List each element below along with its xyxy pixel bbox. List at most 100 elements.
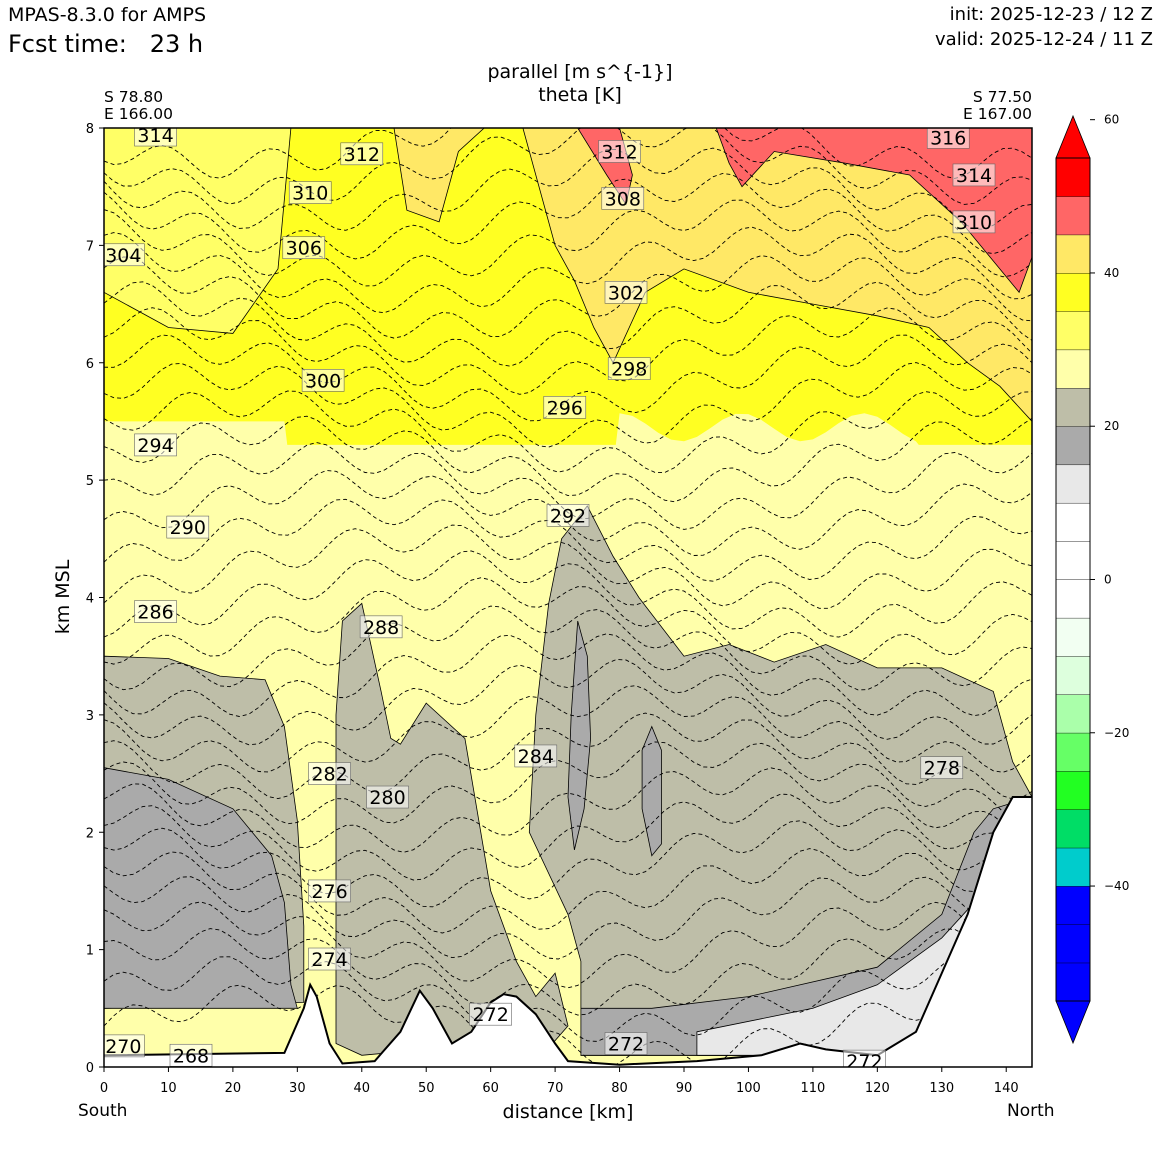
theta-label-text: 306 <box>286 238 322 260</box>
axes: 0 10 20 30 40 50 60 70 80 90 100 110 120 130 140 0 1 2 3 4 5… <box>86 122 1033 1096</box>
theta-label-text: 298 <box>611 359 647 381</box>
y-tick-label-6: 6 <box>86 357 94 372</box>
theta-label-text: 308 <box>605 188 641 210</box>
theta-label-296-6: 296 <box>543 396 587 419</box>
x-axis-label: distance [km] <box>503 1101 634 1123</box>
theta-label-280-14: 280 <box>366 785 409 809</box>
forecast-time: Fcst time: 23 h <box>8 30 203 58</box>
y-tick-label-5: 5 <box>86 474 94 489</box>
theta-label-text: 276 <box>311 881 347 903</box>
y-tick-label-4: 4 <box>86 592 94 607</box>
colorbar-segment-0 <box>1055 962 1091 1002</box>
colorbar-segment-12 <box>1055 502 1091 542</box>
theta-isoline-32 <box>104 128 1032 205</box>
theta-label-text: 284 <box>518 746 554 768</box>
theta-label-312-25: 312 <box>598 140 641 163</box>
valid-time: valid: 2025-12-24 / 11 Z <box>935 29 1153 50</box>
x-tick-label-10: 10 <box>160 1081 177 1096</box>
theta-isoline-26 <box>104 281 1032 367</box>
theta-label-268-22: 268 <box>169 1043 213 1067</box>
theta-isoline-17 <box>104 524 1032 609</box>
theta-label-text: 282 <box>311 764 347 786</box>
right-lon: E 167.00 <box>963 105 1032 123</box>
theta-label-290-9: 290 <box>166 515 210 539</box>
colorbar-segment-14 <box>1055 426 1091 466</box>
fcst-label: Fcst time: <box>8 30 127 58</box>
x-tick-label-90: 90 <box>676 1081 693 1096</box>
theta-label-text: 312 <box>344 144 380 166</box>
theta-label-box <box>166 515 210 539</box>
x-tick-label-80: 80 <box>611 1081 628 1096</box>
colorbar-segment-4 <box>1055 809 1091 849</box>
theta-label-276-16: 276 <box>308 879 351 903</box>
theta-label-306-3: 306 <box>282 236 326 260</box>
colorbar-segment-9 <box>1055 617 1091 657</box>
south-label: South <box>78 1101 128 1121</box>
init-time: init: 2025-12-23 / 12 Z <box>949 4 1153 25</box>
x-tick-label-60: 60 <box>482 1081 499 1096</box>
theta-isoline-29 <box>104 199 1032 287</box>
theta-label-box <box>604 1032 648 1055</box>
theta-label-box <box>134 600 177 623</box>
theta-isoline-22 <box>104 390 1032 473</box>
x-tick-label-50: 50 <box>418 1081 435 1096</box>
colorbar-tick-label-2: 20 <box>1104 419 1119 433</box>
colorbar-tick-label-5: −40 <box>1104 879 1129 893</box>
theta-label-308-27: 308 <box>601 187 645 210</box>
colorbar-segment-21 <box>1055 157 1091 197</box>
theta-label-284-12: 284 <box>514 744 558 768</box>
y-tick-label-1: 1 <box>86 944 94 959</box>
x-tick-label-120: 120 <box>865 1081 890 1096</box>
x-tick-label-110: 110 <box>800 1081 825 1096</box>
x-tick-label-40: 40 <box>354 1081 371 1096</box>
theta-label-292-8: 292 <box>546 504 590 527</box>
fill-region-4 <box>567 620 592 850</box>
theta-label-text: 288 <box>363 617 399 639</box>
theta-label-text: 314 <box>956 165 992 187</box>
theta-label-288-10: 288 <box>359 615 403 639</box>
theta-label-text: 310 <box>956 212 992 234</box>
theta-label-box <box>340 142 384 166</box>
theta-label-box <box>359 615 403 639</box>
title-line-theta: theta [K] <box>538 84 622 106</box>
fill-region-1 <box>104 767 298 1009</box>
theta-isoline-6 <box>104 820 1032 908</box>
right-lat: S 77.50 <box>972 88 1032 106</box>
colorbar-segment-6 <box>1055 732 1091 772</box>
right-endpoint: S 77.50 E 167.00 <box>963 89 1032 123</box>
y-axis-label: km MSL <box>52 559 74 634</box>
theta-label-box <box>952 163 996 187</box>
fill-region-8 <box>104 128 292 334</box>
theta-label-box <box>282 236 326 260</box>
theta-label-294-7: 294 <box>134 433 177 457</box>
theta-isoline-23 <box>104 362 1032 448</box>
colorbar-segment-2 <box>1055 885 1091 925</box>
theta-isoline-21 <box>104 415 1032 503</box>
theta-label-text: 310 <box>292 183 328 205</box>
fill-region-12 <box>703 128 1032 294</box>
theta-label-text: 272 <box>473 1004 509 1026</box>
y-tick-label-7: 7 <box>86 239 94 254</box>
x-tick-label-130: 130 <box>929 1081 954 1096</box>
colorbar-segment-18 <box>1055 272 1091 312</box>
theta-isoline-16 <box>104 550 1032 638</box>
theta-label-text: 316 <box>930 127 966 149</box>
theta-label-box <box>926 128 970 149</box>
theta-label-text: 292 <box>550 505 586 527</box>
theta-isoline-5 <box>104 848 1032 934</box>
theta-label-text: 314 <box>137 125 173 147</box>
theta-label-text: 268 <box>173 1045 209 1067</box>
theta-label-box <box>843 1049 886 1067</box>
colorbar-segment-10 <box>1055 579 1091 619</box>
theta-label-text: 304 <box>105 245 141 267</box>
theta-label-270-21: 270 <box>104 1034 145 1058</box>
colorbar-tick-label-0: 60 <box>1104 113 1119 127</box>
theta-label-310-2: 310 <box>288 181 332 205</box>
theta-label-box <box>543 396 587 419</box>
y-tick-label-3: 3 <box>86 709 94 724</box>
x-tick-label-0: 0 <box>100 1081 108 1096</box>
theta-isoline-10 <box>104 712 1032 800</box>
theta-isoline-14 <box>104 605 1032 691</box>
colorbar-segment-5 <box>1055 770 1091 810</box>
